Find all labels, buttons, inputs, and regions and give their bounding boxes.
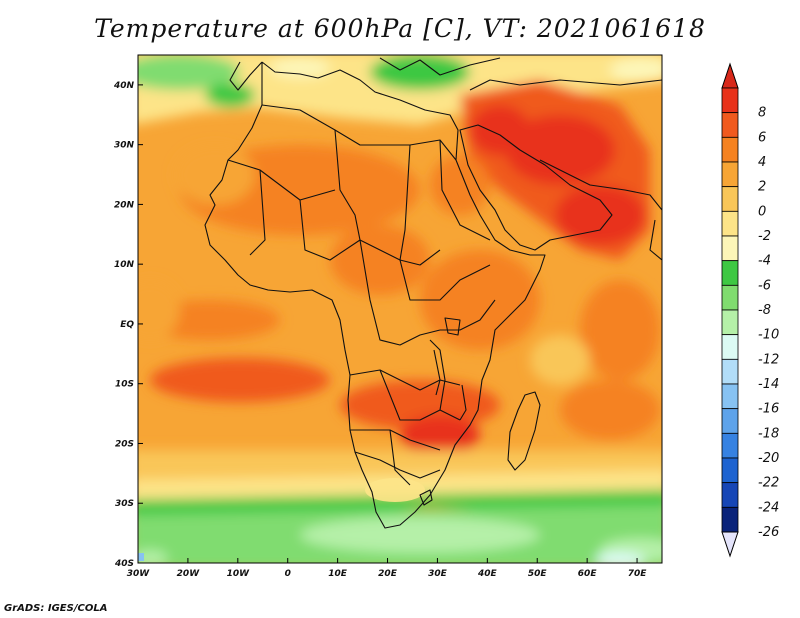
colorbar-swatch — [721, 210, 739, 237]
lon-tick-label: 40E — [477, 569, 498, 579]
grads-credit: GrADS: IGES/COLA — [4, 603, 108, 614]
colorbar-label: 4 — [758, 155, 766, 170]
lon-tick-label: 10E — [328, 569, 348, 579]
lat-tick-label: 10S — [115, 380, 134, 390]
colorbar-swatch — [721, 432, 739, 459]
colorbar-label: -22 — [758, 476, 779, 491]
colorbar-swatch — [721, 457, 739, 484]
colorbar-swatch — [721, 284, 739, 311]
colorbar-swatch — [721, 309, 739, 336]
lon-tick-label: 20E — [378, 569, 398, 579]
map-frame — [137, 54, 663, 564]
colorbar-label: -16 — [758, 402, 779, 417]
lon-tick-label: 70E — [628, 569, 648, 579]
coastlines — [204, 57, 662, 529]
colorbar-label: -10 — [758, 328, 779, 343]
colorbar-swatch — [721, 506, 739, 533]
colorbar-label: 0 — [758, 204, 766, 219]
lat-tick-label: 10N — [114, 260, 135, 270]
colorbar-swatch — [721, 186, 739, 212]
temperature-field — [138, 55, 662, 563]
axis-ticks: 30W 20W 10W 0 10E 20E 30E 40E 50E 60E 70E 40N 30N 20N… — [113, 81, 647, 579]
colorbar-label: -12 — [758, 352, 779, 367]
lat-tick-label: EQ — [120, 320, 134, 330]
colorbar-label: -20 — [758, 451, 779, 466]
lon-tick-label: 0 — [285, 569, 291, 579]
lat-tick-label: 20S — [115, 439, 134, 449]
colorbar-swatch — [721, 136, 739, 163]
colorbar-label: -4 — [758, 254, 771, 269]
lat-tick-label: 30S — [115, 499, 134, 509]
lon-tick-label: 60E — [578, 569, 598, 579]
colorbar-swatch — [721, 383, 739, 410]
colorbar-label: -2 — [758, 229, 771, 244]
colorbar-swatch — [721, 235, 739, 262]
colorbar-swatch — [721, 408, 739, 434]
colorbar-swatch — [721, 482, 739, 508]
colorbar-label: -8 — [758, 303, 771, 318]
lon-tick-label: 20W — [177, 569, 201, 579]
colorbar-swatch — [721, 161, 739, 188]
lon-tick-label: 10W — [227, 569, 251, 579]
colorbar-swatch — [721, 260, 739, 286]
lat-tick-label: 40N — [113, 81, 135, 91]
map-title: Temperature at 600hPa [C], VT: 202106161… — [94, 14, 706, 43]
colorbar: 8 6 4 2 0 -2 -4 -6 -8 -10 -12 -14 -16 -18 -20 -22 -24 -26 — [721, 62, 779, 558]
colorbar-label: -18 — [758, 426, 779, 441]
colorbar-label: 2 — [758, 180, 766, 195]
colorbar-top-arrow — [721, 62, 739, 89]
colorbar-swatch — [721, 112, 739, 138]
colorbar-swatch — [721, 334, 739, 360]
colorbar-swatch — [721, 358, 739, 385]
colorbar-label: -26 — [758, 525, 779, 540]
colorbar-label: 6 — [758, 130, 766, 145]
lon-tick-label: 30E — [428, 569, 448, 579]
colorbar-label: -14 — [758, 377, 779, 392]
lon-tick-label: 30W — [127, 569, 151, 579]
lat-tick-label: 40S — [114, 559, 134, 569]
colorbar-label: 8 — [758, 106, 766, 121]
colorbar-swatch — [721, 87, 739, 114]
colorbar-label: -6 — [758, 278, 771, 293]
lon-tick-label: 50E — [528, 569, 548, 579]
lat-tick-label: 20N — [114, 200, 135, 210]
colorbar-label: -24 — [758, 500, 779, 515]
colorbar-bottom-arrow — [721, 531, 739, 558]
lat-tick-label: 30N — [114, 141, 135, 151]
